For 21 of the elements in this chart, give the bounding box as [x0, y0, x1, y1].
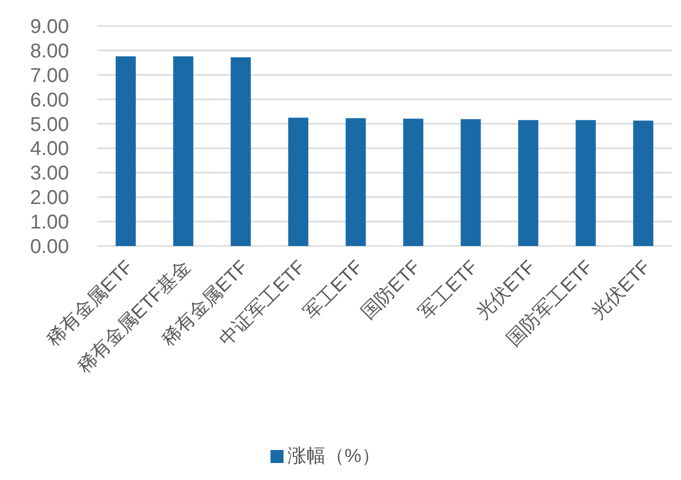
- bar: [576, 120, 596, 246]
- bar: [173, 56, 194, 246]
- bar: [346, 118, 366, 246]
- y-tick-label: 6.00: [30, 89, 69, 112]
- bar: [230, 57, 251, 246]
- bar: [633, 120, 654, 246]
- y-tick-label: 5.00: [30, 114, 69, 136]
- y-tick-label: 0.00: [30, 236, 69, 258]
- y-tick-label: 3.00: [30, 162, 69, 185]
- legend-label: 涨幅（%）: [288, 446, 380, 467]
- y-tick-label: 8.00: [30, 40, 69, 62]
- bar: [518, 120, 538, 246]
- y-tick-label: 7.00: [30, 64, 69, 87]
- bar: [116, 56, 136, 246]
- y-tick-label: 1.00: [30, 212, 69, 234]
- bar: [460, 119, 481, 246]
- bar: [403, 118, 424, 246]
- bar: [288, 118, 308, 246]
- y-tick-label: 2.00: [30, 187, 69, 210]
- y-tick-label: 9.00: [30, 16, 69, 38]
- y-tick-label: 4.00: [30, 138, 69, 160]
